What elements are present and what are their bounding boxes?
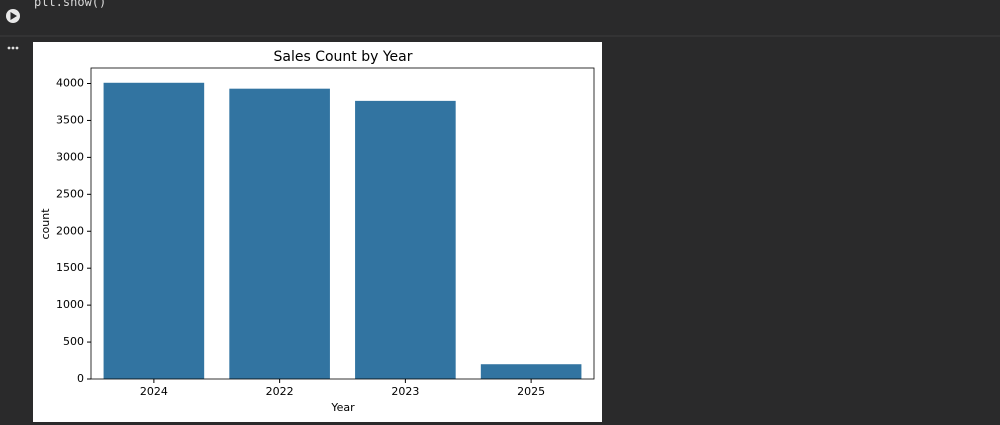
code-line: plt.show() bbox=[34, 0, 107, 9]
y-tick-label: 4000 bbox=[56, 77, 84, 90]
x-tick-label: 2023 bbox=[391, 385, 419, 398]
y-tick-label: 1000 bbox=[56, 298, 84, 311]
y-tick-label: 0 bbox=[77, 372, 84, 385]
y-tick-label: 3500 bbox=[56, 113, 84, 126]
y-tick-label: 500 bbox=[63, 335, 84, 348]
bar bbox=[229, 88, 330, 379]
bar bbox=[355, 100, 456, 379]
x-tick-label: 2022 bbox=[266, 385, 294, 398]
y-axis-label: count bbox=[39, 208, 52, 240]
plot-frame bbox=[90, 67, 595, 380]
run-icon bbox=[10, 12, 17, 20]
output-menu[interactable] bbox=[7, 46, 19, 50]
x-tick-label: 2025 bbox=[517, 385, 545, 398]
x-axis-label: Year bbox=[330, 401, 355, 414]
bar bbox=[480, 364, 582, 379]
chart: Sales Count by Year Year count 0 500 1000 1… bbox=[39, 49, 595, 414]
y-tick-label: 2000 bbox=[56, 224, 84, 237]
y-tick-label: 2500 bbox=[56, 187, 84, 200]
y-tick-label: 3000 bbox=[56, 150, 84, 163]
bar bbox=[103, 82, 205, 379]
y-tick-label: 1500 bbox=[56, 261, 84, 274]
x-tick-label: 2024 bbox=[140, 385, 168, 398]
chart-title: Sales Count by Year bbox=[273, 49, 412, 65]
